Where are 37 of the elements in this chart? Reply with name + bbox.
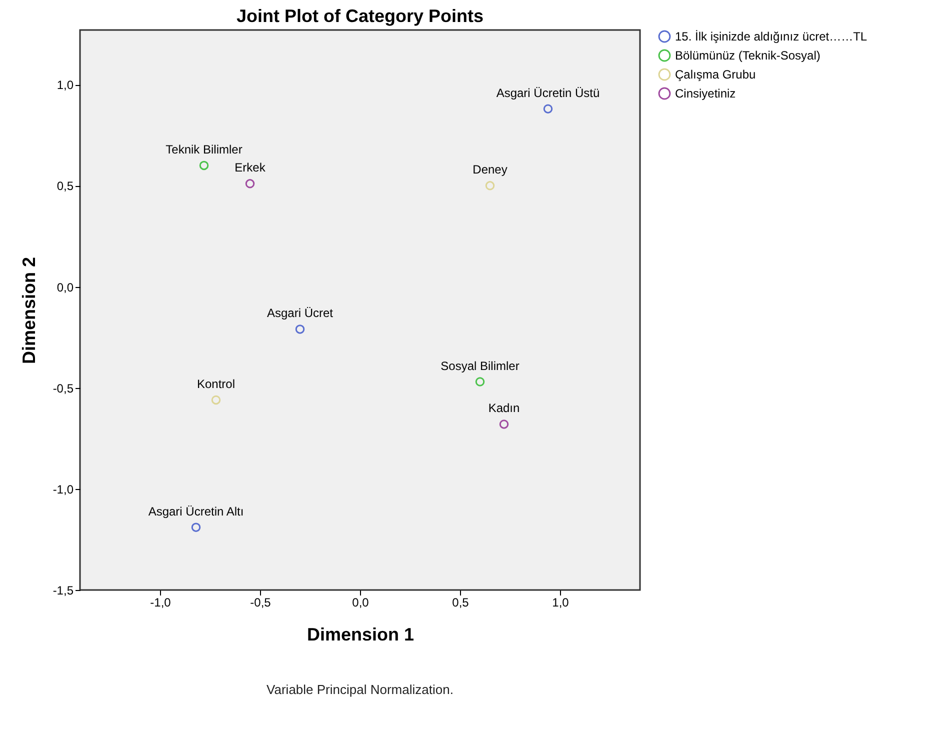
annotation: Kadın: [488, 401, 520, 416]
y-tick-label: -1,5: [52, 584, 74, 598]
legend-label: 15. İlk işinizde aldığınız ücret……TL: [675, 30, 868, 44]
legend-label: Cinsiyetiniz: [675, 86, 736, 100]
y-axis-title: Dimension 2: [18, 256, 39, 364]
point: [485, 181, 495, 190]
annotation: Teknik Bilimler: [166, 142, 242, 156]
annotation: Deney: [472, 162, 508, 177]
point: [191, 522, 201, 532]
y-tick-label: -1,0: [52, 482, 74, 496]
y-tick-label: 0,5: [56, 179, 74, 194]
point: [245, 179, 255, 188]
x-axis-title: Dimension 1: [306, 624, 414, 644]
annotation: Sosyal Bilimler: [440, 358, 520, 373]
x-tick-label: 0,0: [352, 596, 370, 610]
chart-title: Joint Plot of Category Points: [236, 6, 484, 26]
x-tick-label: -0,5: [250, 596, 272, 610]
x-tick-label: 1,0: [552, 596, 570, 610]
point: [499, 420, 509, 429]
y-tick-label: 1,0: [56, 78, 74, 92]
annotation: Asgari Ücretin Altı: [148, 504, 244, 518]
point: [543, 104, 553, 114]
x-tick-label: 0,5: [452, 596, 470, 610]
point: [295, 324, 305, 334]
annotation: Asgari Ücretin Üstü: [496, 86, 600, 100]
legend-label: Bölümünüz (Teknik-Sosyal): [675, 48, 820, 62]
y-tick-label: -0,5: [52, 381, 74, 396]
annotation: Kontrol: [196, 376, 236, 391]
point: [211, 395, 221, 405]
y-tick-label: 0,0: [56, 280, 74, 294]
point: [475, 377, 485, 386]
legend-label: Çalışma Grubu: [675, 68, 756, 82]
point: [199, 160, 209, 170]
annotation: Asgari Ücret: [266, 306, 334, 320]
annotation: Erkek: [234, 160, 266, 175]
x-tick-label: -1,0: [150, 596, 172, 610]
text: Variable Principal Normalization.: [266, 682, 454, 697]
